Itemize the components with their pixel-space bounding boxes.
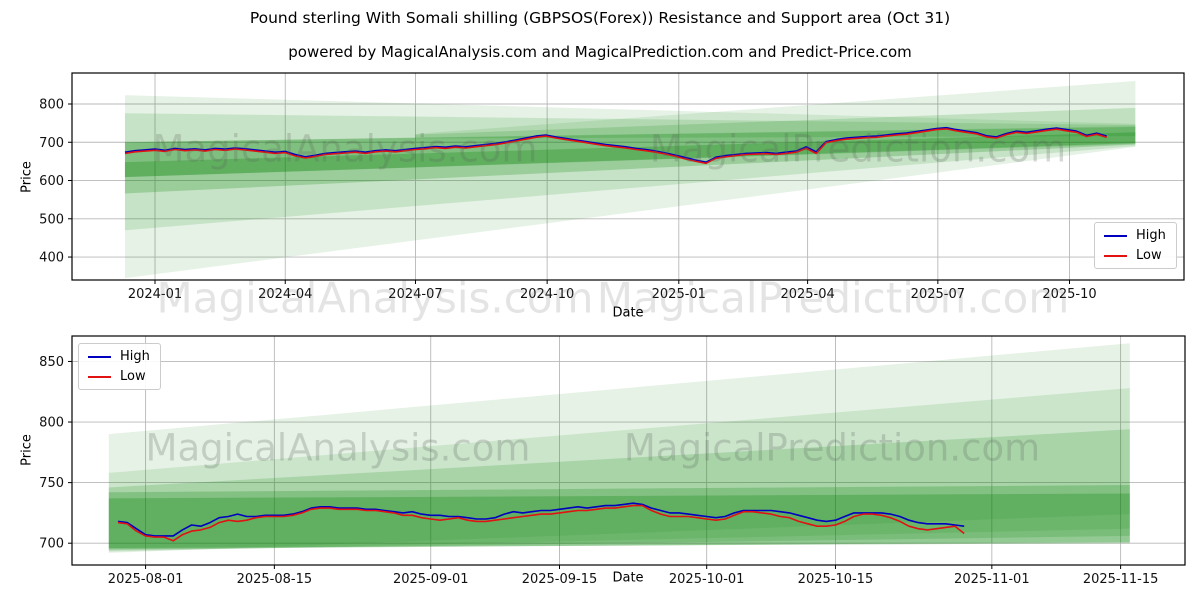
bottom-x-axis-label: Date: [612, 570, 644, 586]
legend-item-high: High: [88, 349, 150, 364]
x-tick-label: 2025-10: [1042, 287, 1096, 302]
legend-low-label: Low: [1136, 248, 1162, 263]
x-tick-label: 2025-11-15: [1083, 572, 1159, 587]
band: [124, 126, 1136, 194]
band: [124, 126, 1136, 178]
series-high-line: [117, 502, 965, 537]
series-low-line: [124, 128, 1107, 165]
band: [415, 81, 1136, 138]
high-line-swatch: [1104, 234, 1127, 237]
x-tick-label: 2025-10-15: [798, 572, 874, 587]
y-tick-label: 800: [39, 416, 64, 431]
chart-subtitle: powered by MagicalAnalysis.com and Magic…: [288, 43, 912, 61]
recent-chart: 2025-08-01 2025-08-15 2025-09-01 2025-09-15…: [39, 335, 1186, 587]
plot-border: [71, 335, 1186, 566]
top-chart-legend: High Low: [1094, 222, 1177, 269]
band: [124, 113, 1136, 231]
legend-item-low: Low: [1104, 248, 1166, 263]
x-tick-label: 2025-08-15: [237, 572, 313, 587]
chart-title: Pound sterling With Somali shilling (GBP…: [249, 9, 951, 27]
legend-high-label: High: [1136, 228, 1166, 243]
series-high-line: [124, 126, 1107, 163]
x-tick-label: 2024-01: [128, 287, 182, 302]
tick-labels: 2025-08-01 2025-08-15 2025-09-01 2025-09-15…: [39, 355, 1158, 587]
price-series: [117, 502, 965, 542]
series-low-line: [117, 504, 965, 542]
plot-border: [71, 72, 1185, 281]
support-resistance-bands: [124, 81, 1136, 279]
low-line-swatch: [1104, 254, 1127, 257]
band: [124, 95, 1136, 279]
legend-item-high: High: [1104, 228, 1166, 243]
band: [108, 485, 1130, 550]
band: [108, 343, 1130, 553]
price-series: [124, 126, 1107, 165]
x-tick-label: 2025-10-01: [669, 572, 745, 587]
bottom-y-axis-label: Price: [19, 434, 35, 466]
gridlines: [72, 73, 1184, 280]
top-y-axis-label: Price: [19, 161, 35, 193]
x-tick-label: 2025-04: [780, 287, 834, 302]
x-tick-label: 2025-09-15: [522, 572, 598, 587]
y-tick-label: 800: [39, 97, 64, 112]
x-tick-label: 2025-09-01: [393, 572, 469, 587]
tick-labels: 2024-01 2024-04 2024-07 2024-10 2025-01 2025-…: [39, 97, 1097, 302]
high-line-swatch: [88, 355, 111, 358]
legend-low-label: Low: [120, 369, 146, 384]
y-tick-label: 500: [39, 212, 64, 227]
x-tick-label: 2025-01: [652, 287, 706, 302]
legend-item-low: Low: [88, 369, 150, 384]
band: [108, 429, 1130, 551]
y-tick-label: 700: [39, 136, 64, 151]
legend-high-label: High: [120, 349, 150, 364]
low-line-swatch: [88, 375, 111, 378]
y-tick-label: 400: [39, 251, 64, 266]
band: [108, 493, 1130, 549]
bottom-chart-legend: High Low: [78, 343, 161, 390]
y-tick-label: 600: [39, 174, 64, 189]
x-tick-label: 2024-07: [388, 287, 442, 302]
x-tick-label: 2025-07: [911, 287, 965, 302]
y-tick-label: 850: [39, 355, 64, 370]
support-resistance-bands: [108, 343, 1130, 553]
x-tick-label: 2025-08-01: [108, 572, 184, 587]
x-tick-label: 2024-04: [258, 287, 312, 302]
y-tick-label: 700: [39, 537, 64, 552]
y-tick-label: 750: [39, 476, 64, 491]
x-tick-label: 2025-11-01: [954, 572, 1030, 587]
x-tick-label: 2024-10: [520, 287, 574, 302]
band: [124, 132, 1136, 178]
top-x-axis-label: Date: [612, 305, 644, 321]
overview-chart: 2024-01 2024-04 2024-07 2024-10 2025-01 2025-…: [39, 72, 1185, 302]
